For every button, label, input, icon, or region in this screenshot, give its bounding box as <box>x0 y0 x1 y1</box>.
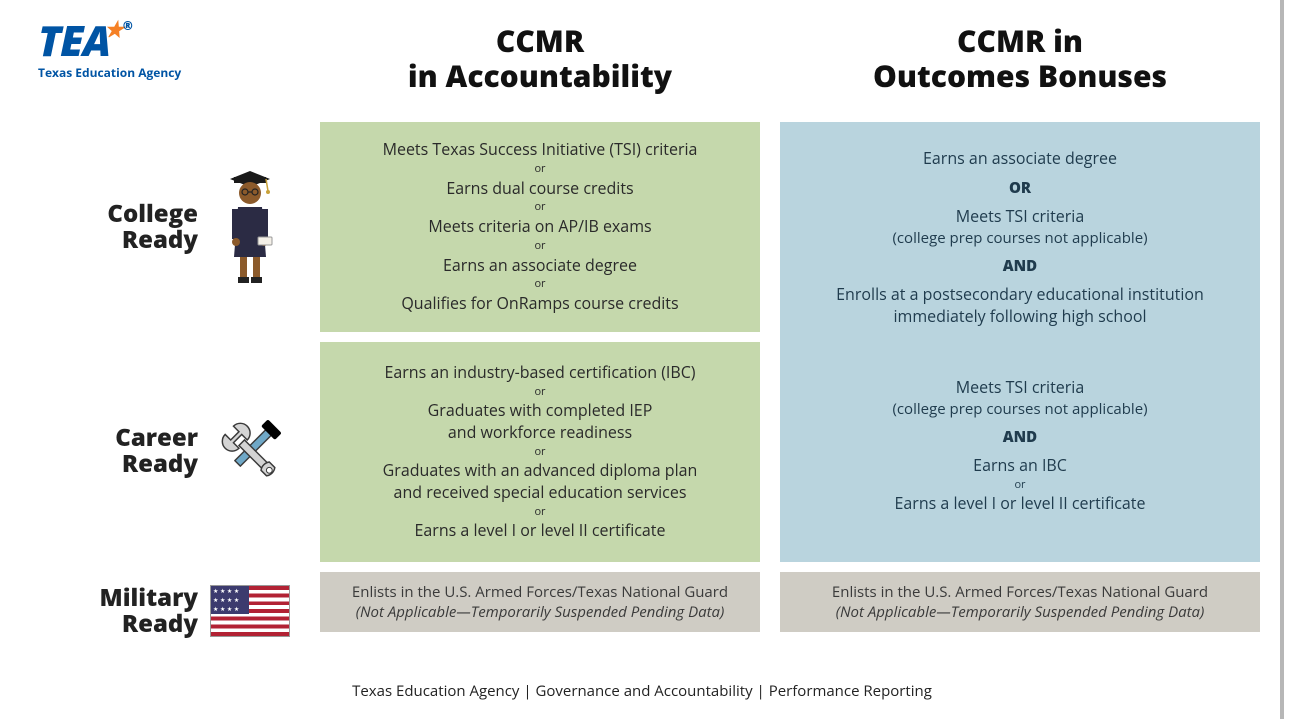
acct-college-item: Earns dual course credits <box>338 178 742 200</box>
bonus-career-sub: (college prep courses not applicable) <box>798 399 1242 419</box>
bonus-college-item: Enrolls at a postsecondary educational i… <box>798 284 1242 327</box>
or-connector: or <box>338 239 742 254</box>
bonus-college-item: Earns an associate degree <box>798 148 1242 170</box>
or-connector: or <box>338 445 742 460</box>
bonus-military-box: Enlists in the U.S. Armed Forces/Texas N… <box>780 572 1260 632</box>
graduate-icon <box>210 122 290 332</box>
bonus-career-section: Meets TSI criteria (college prep courses… <box>798 342 1242 550</box>
bonus-career-item: Earns a level I or level II certificate <box>798 493 1242 515</box>
or-connector: or <box>338 505 742 520</box>
or-connector: or <box>338 385 742 400</box>
column-headings: CCMRin Accountability CCMR inOutcomes Bo… <box>320 24 1260 93</box>
column-bonuses: Earns an associate degree OR Meets TSI c… <box>780 122 1260 632</box>
acct-college-item: Meets criteria on AP/IB exams <box>338 216 742 238</box>
tea-logo-acronym: TEA★® <box>38 20 181 62</box>
or-bold-connector: OR <box>798 178 1242 198</box>
row-label-college: CollegeReady <box>40 122 290 332</box>
row-label-military-text: MilitaryReady <box>40 585 198 638</box>
row-label-career: CareerReady <box>40 336 290 566</box>
bonus-military-line1: Enlists in the U.S. Armed Forces/Texas N… <box>790 582 1250 602</box>
bonus-military-line2: (Not Applicable—Temporarily Suspended Pe… <box>790 602 1250 622</box>
acct-college-item: Qualifies for OnRamps course credits <box>338 293 742 315</box>
acct-career-item: Earns an industry-based certification (I… <box>338 362 742 384</box>
tea-logo-text: TEA <box>38 12 110 69</box>
bonus-college-item: Meets TSI criteria <box>798 206 1242 228</box>
us-flag-icon <box>210 585 290 637</box>
acct-career-item: Earns a level I or level II certificate <box>338 520 742 542</box>
row-label-military: MilitaryReady <box>40 576 290 646</box>
or-connector: or <box>798 478 1242 493</box>
acct-career-box: Earns an industry-based certification (I… <box>320 342 760 562</box>
row-label-career-text: CareerReady <box>40 425 198 478</box>
acct-career-item: Graduates with an advanced diploma plana… <box>338 460 742 503</box>
acct-college-item: Earns an associate degree <box>338 255 742 277</box>
bonus-college-section: Earns an associate degree OR Meets TSI c… <box>798 134 1242 342</box>
footer: Texas Education Agency | Governance and … <box>0 681 1284 701</box>
tea-logo-full: Texas Education Agency <box>38 64 181 81</box>
tea-logo: TEA★® Texas Education Agency <box>38 20 181 81</box>
bonus-career-item: Meets TSI criteria <box>798 377 1242 399</box>
acct-career-item: Graduates with completed IEPand workforc… <box>338 400 742 443</box>
content-grid: Meets Texas Success Initiative (TSI) cri… <box>320 122 1260 632</box>
and-connector: AND <box>798 427 1242 447</box>
row-label-college-text: CollegeReady <box>40 201 198 254</box>
flag-icon <box>210 576 290 646</box>
acct-military-line2: (Not Applicable—Temporarily Suspended Pe… <box>330 602 750 622</box>
heading-bonuses: CCMR inOutcomes Bonuses <box>780 24 1260 93</box>
acct-military-line1: Enlists in the U.S. Armed Forces/Texas N… <box>330 582 750 602</box>
heading-accountability: CCMRin Accountability <box>320 24 760 93</box>
bonus-combined-box: Earns an associate degree OR Meets TSI c… <box>780 122 1260 562</box>
tools-icon <box>210 336 290 566</box>
star-icon: ★ <box>104 18 123 40</box>
bonus-career-item: Earns an IBC <box>798 455 1242 477</box>
row-labels: CollegeReady <box>40 122 290 646</box>
or-connector: or <box>338 162 742 177</box>
or-connector: or <box>338 277 742 292</box>
bonus-college-sub: (college prep courses not applicable) <box>798 228 1242 248</box>
acct-college-box: Meets Texas Success Initiative (TSI) cri… <box>320 122 760 332</box>
registered-icon: ® <box>123 17 132 34</box>
acct-college-item: Meets Texas Success Initiative (TSI) cri… <box>338 139 742 161</box>
column-accountability: Meets Texas Success Initiative (TSI) cri… <box>320 122 760 632</box>
or-connector: or <box>338 200 742 215</box>
acct-military-box: Enlists in the U.S. Armed Forces/Texas N… <box>320 572 760 632</box>
and-connector: AND <box>798 256 1242 276</box>
slide: TEA★® Texas Education Agency CCMRin Acco… <box>0 0 1284 719</box>
